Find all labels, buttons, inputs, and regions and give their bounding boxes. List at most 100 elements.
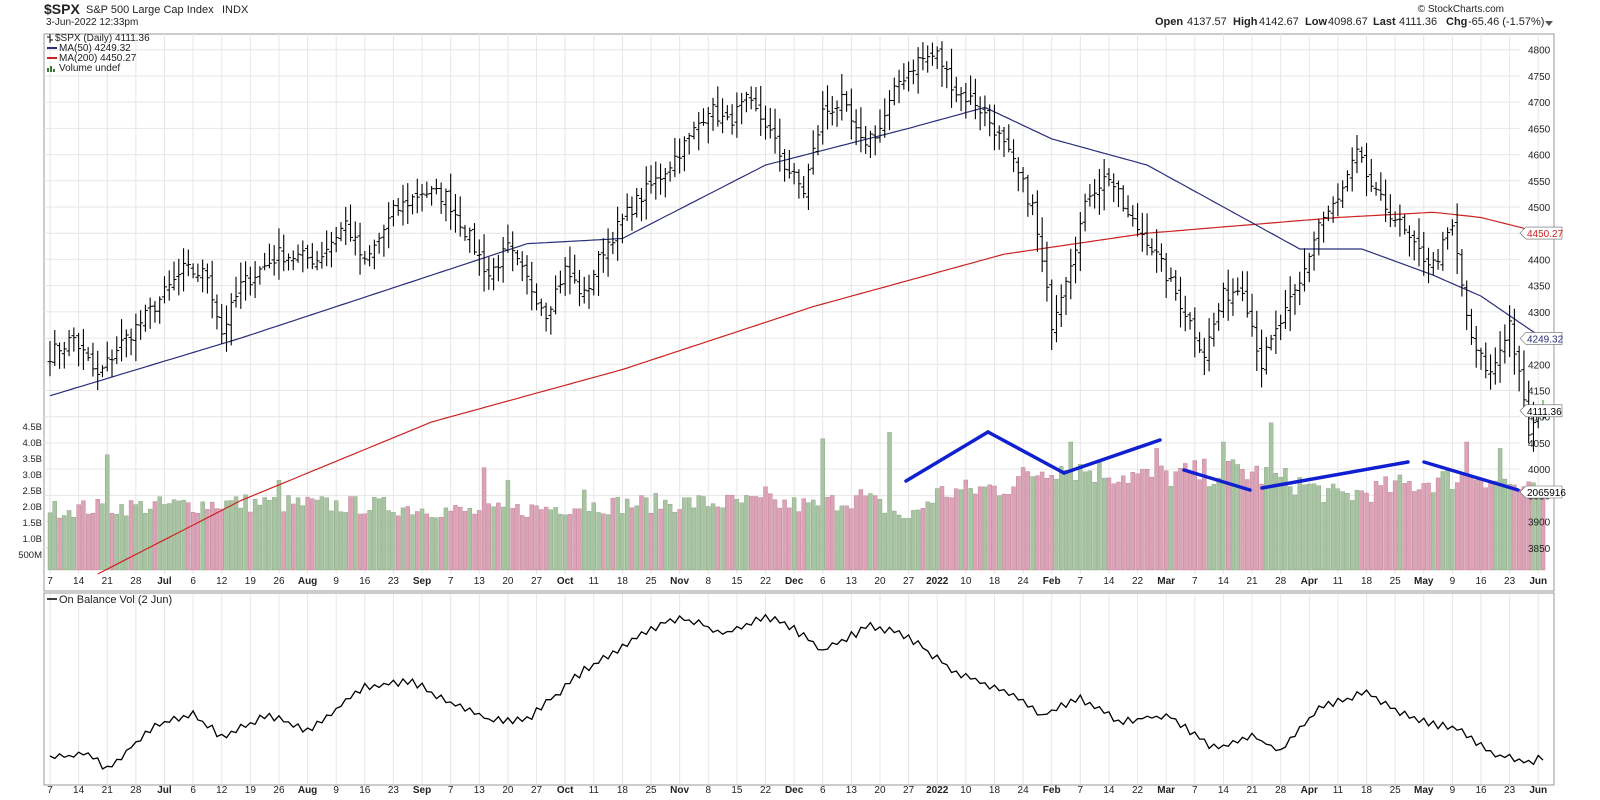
price-bar — [71, 327, 77, 352]
price-bar — [314, 250, 320, 271]
price-bar — [390, 200, 396, 227]
volume-bar — [825, 496, 830, 571]
volume-bar — [815, 505, 821, 571]
price-bar — [782, 149, 788, 182]
obv-panel-frame — [43, 592, 1555, 786]
price-bar — [114, 336, 120, 365]
volume-bar — [458, 506, 463, 571]
price-bar — [1220, 282, 1226, 318]
volume-bar — [1416, 489, 1422, 571]
volume-bar — [1054, 478, 1059, 571]
price-bar — [195, 263, 201, 283]
price-bar — [953, 76, 959, 103]
price-bar — [786, 150, 792, 179]
volume-trendline — [1062, 438, 1162, 475]
price-bar — [200, 259, 206, 293]
price-bar — [748, 86, 754, 110]
price-bar — [700, 108, 706, 126]
price-bar — [1034, 190, 1040, 252]
volume-bar — [1469, 477, 1474, 571]
x-tick-label: 20 — [874, 785, 886, 796]
volume-bar — [143, 512, 148, 571]
price-bar — [853, 109, 859, 146]
volume-bar — [257, 504, 263, 571]
price-bar — [596, 251, 602, 296]
volume-bar — [543, 506, 549, 571]
price-bar — [476, 239, 482, 276]
x-tick-label: 10 — [960, 576, 972, 587]
price-bar — [1368, 158, 1374, 192]
price-bar — [600, 238, 606, 273]
volume-bar — [624, 498, 630, 571]
price-bar — [1445, 227, 1451, 250]
x-tick-label: 18 — [617, 576, 629, 587]
x-tick-label: 15 — [731, 785, 743, 796]
price-bar — [672, 137, 678, 178]
x-tick-label: 11 — [1333, 785, 1344, 796]
volume-tag: 2065916 — [1519, 485, 1566, 499]
price-bar — [996, 125, 1002, 150]
price-bar — [1025, 174, 1031, 217]
volume-bar — [47, 512, 53, 571]
obv-line — [49, 613, 1544, 770]
price-bar — [1311, 231, 1317, 271]
x-tick-label: Aug — [298, 576, 317, 587]
price-bar — [705, 107, 711, 144]
price-bar — [1478, 347, 1484, 370]
volume-bar — [214, 508, 220, 571]
volume-tick-label: 2.0B — [22, 502, 42, 513]
price-bar — [1287, 276, 1293, 332]
price-bar — [328, 231, 334, 268]
volume-bar — [830, 495, 835, 571]
volume-bar — [653, 493, 658, 571]
volume-bar — [1206, 486, 1212, 571]
volume-bar — [572, 508, 577, 571]
volume-bar — [1249, 471, 1255, 571]
volume-bar — [1230, 459, 1236, 571]
volume-bar — [1378, 485, 1384, 571]
price-bar — [1068, 248, 1074, 300]
price-bar — [166, 270, 172, 301]
price-bar — [1516, 345, 1522, 392]
price-bar — [1158, 243, 1164, 272]
x-tick-label: 21 — [1246, 785, 1258, 796]
volume-bar — [1512, 484, 1517, 571]
x-tick-label: 22 — [760, 576, 772, 587]
volume-bar — [1268, 422, 1274, 571]
price-bar — [934, 46, 940, 69]
price-bar — [414, 178, 420, 214]
price-bar — [772, 108, 778, 154]
x-tick-label: Oct — [557, 785, 574, 796]
volume-bar — [1082, 471, 1088, 571]
x-tick-label: 16 — [1475, 785, 1487, 796]
volume-bar — [238, 507, 244, 571]
volume-bar — [1364, 492, 1369, 571]
price-bar — [319, 241, 325, 269]
x-tick-label: 28 — [130, 576, 142, 587]
price-bar — [1378, 172, 1384, 201]
price-bar — [495, 254, 501, 282]
price-bar — [1101, 158, 1107, 211]
volume-bar — [1493, 480, 1498, 571]
volume-bar — [291, 503, 296, 571]
volume-bar — [577, 508, 582, 571]
price-bar — [743, 91, 749, 113]
volume-bar — [147, 508, 153, 571]
price-bar — [362, 250, 368, 265]
volume-bar — [1369, 501, 1374, 571]
price-bar — [557, 270, 563, 294]
volume-bar — [1497, 448, 1503, 571]
x-tick-label: 2022 — [926, 576, 949, 587]
volume-bar — [844, 505, 849, 571]
chevron-down-icon[interactable] — [1545, 21, 1553, 26]
x-tick-label: 12 — [216, 785, 228, 796]
volume-bar — [663, 499, 668, 571]
price-bar — [343, 206, 349, 246]
volume-bar — [686, 497, 692, 571]
volume-bar — [1049, 475, 1054, 571]
price-bar — [348, 204, 354, 242]
x-tick-label: Oct — [557, 576, 574, 587]
price-bar — [228, 293, 234, 346]
x-tick-label: 23 — [388, 785, 400, 796]
volume-bar — [811, 499, 816, 571]
